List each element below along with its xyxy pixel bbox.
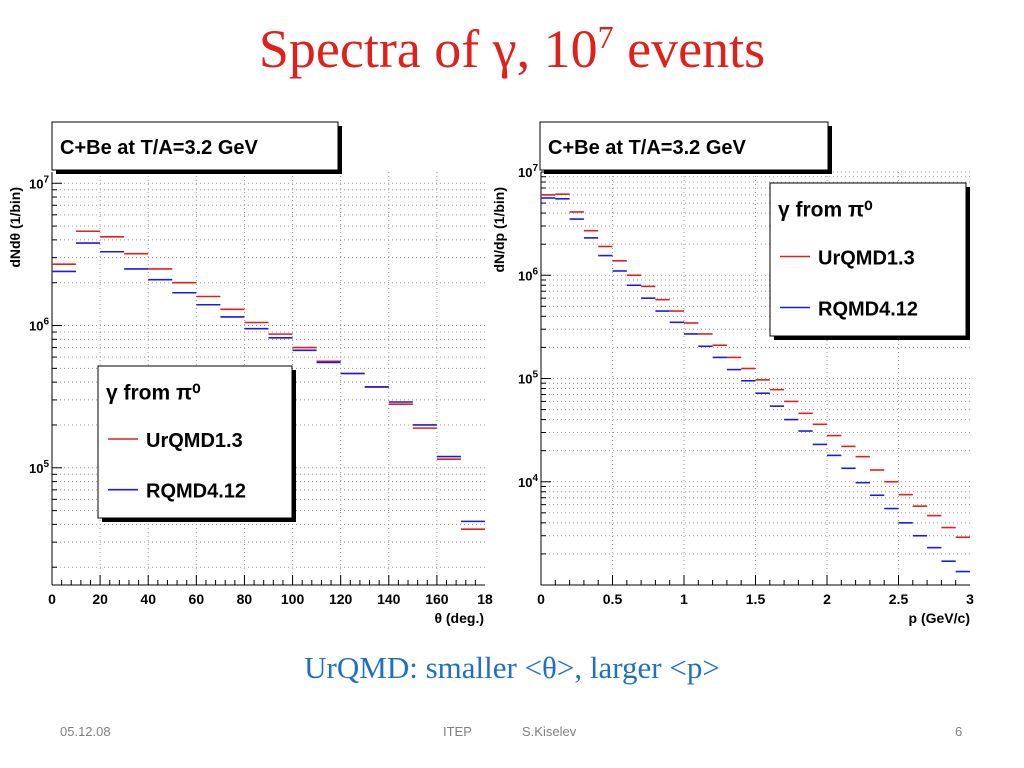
x-tick-label: 20: [92, 591, 108, 607]
chart-theta: 0 20 40 60 80 100 120 140 160 18 105 106 107 θ (deg.)…: [5, 121, 493, 626]
x-tick-label: 140: [377, 591, 401, 607]
legend-shadow: [102, 370, 296, 522]
x-tick-label: 100: [281, 591, 305, 607]
legend-entry: RQMD4.12: [818, 299, 918, 321]
title-box: [51, 121, 339, 171]
x-tick-label: 160: [425, 591, 449, 607]
footer-date: 05.12.08: [60, 724, 111, 739]
x-axis-label: p (GeV/c): [909, 610, 970, 626]
x-tick-label: 1.5: [746, 591, 766, 607]
series-UrQMD1.3: [541, 193, 970, 539]
y-tick-label: 106: [29, 317, 49, 334]
footer-org: ITEP: [443, 724, 472, 739]
legend-entry: RQMD4.12: [146, 481, 246, 503]
y-tick-label: 106: [518, 266, 538, 283]
y-tick-label: 105: [29, 459, 49, 476]
title-box: [539, 121, 829, 171]
chart-pad: [5, 172, 490, 616]
series-UrQMD1.3: [52, 230, 485, 531]
legend-entry: UrQMD1.3: [146, 430, 243, 452]
y-axis-label: dN/dp (1/bin): [491, 187, 507, 273]
x-tick-label: 60: [189, 591, 205, 607]
x-tick-label: 2.5: [889, 591, 909, 607]
legend-title: γ from π⁰: [106, 381, 201, 404]
x-axis-label: θ (deg.): [434, 610, 484, 626]
legend-title: γ from π⁰: [778, 199, 873, 222]
slide-title-tail: events: [613, 19, 766, 79]
legend-entry: UrQMD1.3: [818, 248, 915, 270]
y-tick-label: 107: [29, 174, 49, 191]
chart-title: C+Be at T/A=3.2 GeV: [548, 137, 747, 159]
x-tick-label: 0: [537, 591, 545, 607]
slide-title-main: Spectra of γ, 10: [258, 19, 598, 79]
y-axis-label: dNdθ (1/bin): [7, 187, 23, 268]
x-tick-label: 0: [48, 591, 56, 607]
x-tick-label: 18: [477, 591, 493, 607]
title-box-shadow: [56, 126, 342, 174]
x-tick-label: 120: [329, 591, 353, 607]
legend-box: [97, 365, 293, 519]
chart-title: C+Be at T/A=3.2 GeV: [60, 137, 259, 159]
y-tick-label: 104: [518, 473, 538, 490]
x-tick-label: 0.5: [603, 591, 623, 607]
title-box-shadow: [544, 126, 832, 174]
chart-momentum: 0 0.5 1 1.5 2 2.5 3 104 105 106 107 p (GeV/c) dN/dp …: [491, 121, 1000, 626]
footer-page-number: 6: [955, 724, 963, 739]
x-tick-label: 80: [237, 591, 253, 607]
y-tick-label: 107: [518, 163, 538, 180]
x-tick-label: 2: [823, 591, 831, 607]
footer-author: S.Kiselev: [522, 724, 577, 739]
x-tick-label: 1: [680, 591, 688, 607]
legend-shadow: [774, 187, 970, 340]
legend-box: [769, 182, 967, 337]
slide-title: Spectra of γ, 107 events: [0, 18, 1024, 80]
x-tick-label: 3: [966, 591, 974, 607]
slide-title-exponent: 7: [597, 19, 614, 55]
x-tick-label: 40: [140, 591, 156, 607]
slide-subtitle: UrQMD: smaller <θ>, larger <p>: [304, 650, 720, 685]
series-RQMD4.12: [52, 242, 485, 523]
series-RQMD4.12: [541, 197, 970, 573]
chart-pad: [493, 172, 1000, 616]
y-tick-label: 105: [518, 370, 538, 387]
